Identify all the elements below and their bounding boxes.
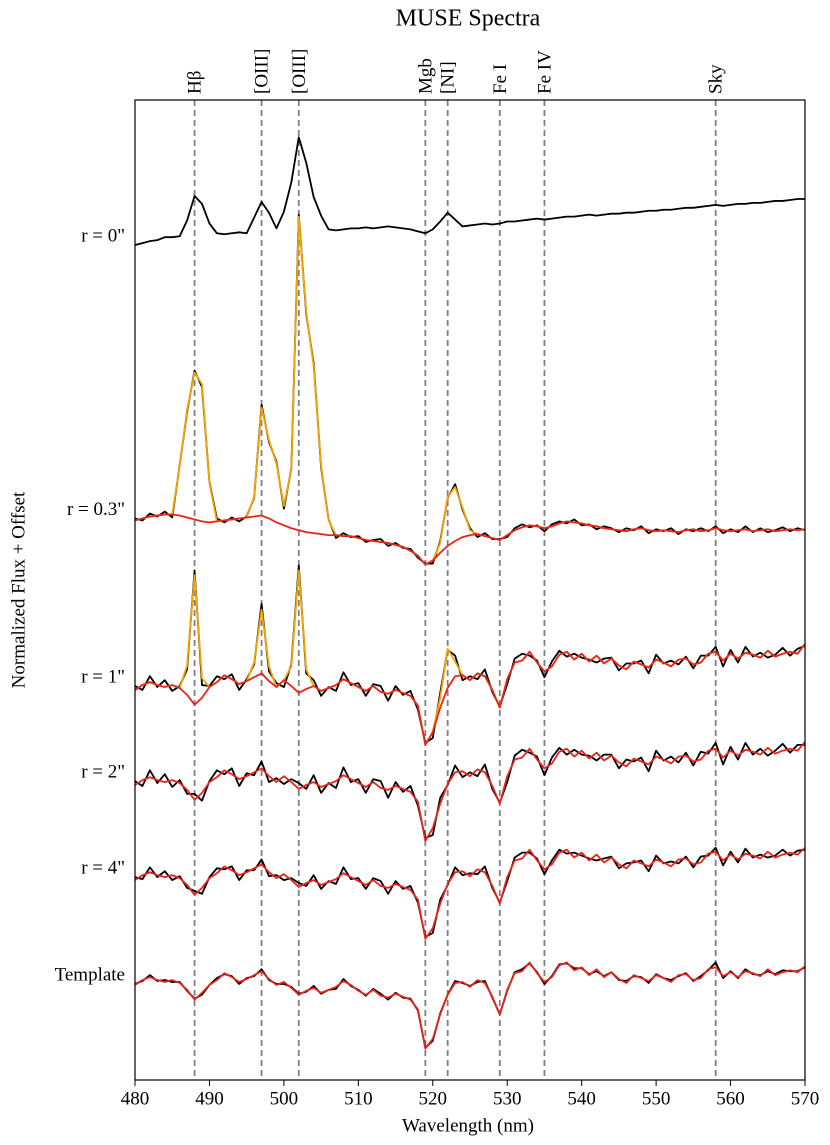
line-marker-label: [OIII]	[252, 49, 273, 94]
spectrum-line	[134, 847, 806, 940]
spectrum-line	[134, 741, 805, 839]
spectrum-line	[134, 564, 806, 744]
spectrum-line	[134, 136, 805, 246]
spectrum-label: r = 0"	[81, 225, 125, 246]
spectrum-label: Template	[55, 964, 125, 985]
spectrum-label: r = 4"	[81, 857, 125, 878]
x-tick-label: 520	[419, 1088, 448, 1109]
x-axis-label: Wavelength (nm)	[402, 1115, 534, 1136]
x-tick-label: 570	[791, 1088, 820, 1109]
x-tick-label: 480	[121, 1088, 150, 1109]
line-marker-label: Mgb	[415, 58, 436, 94]
x-tick-label: 510	[344, 1088, 373, 1109]
line-marker-label: Fe I	[490, 64, 511, 94]
line-marker-label: Hβ	[185, 71, 206, 94]
spectrum-line	[134, 961, 806, 1049]
spectrum-line	[134, 643, 806, 746]
spectrum-line	[134, 741, 806, 842]
spectrum-line	[134, 215, 806, 566]
spectrum-label: r = 2"	[81, 761, 125, 782]
x-tick-label: 530	[493, 1088, 522, 1109]
spectrum-label: r = 0.3"	[67, 499, 125, 520]
line-marker-label: [NI]	[438, 61, 459, 94]
x-tick-label: 500	[270, 1088, 299, 1109]
spectrum-line	[134, 213, 806, 565]
x-tick-label: 550	[642, 1088, 671, 1109]
x-tick-label: 490	[195, 1088, 224, 1109]
line-marker-label: Fe IV	[534, 50, 555, 94]
plot-frame	[134, 99, 806, 1081]
y-axis-label: Normalized Flux + Offset	[8, 491, 29, 688]
spectrum-line	[134, 513, 806, 566]
chart-title: MUSE Spectra	[396, 6, 541, 32]
spectrum-line	[134, 961, 806, 1050]
line-marker-label: [OIII]	[289, 49, 310, 94]
line-marker-label: Sky	[706, 64, 727, 94]
spectrum-label: r = 1"	[81, 666, 125, 687]
x-tick-label: 540	[567, 1088, 596, 1109]
x-tick-label: 560	[716, 1088, 745, 1109]
spectrum-line	[134, 846, 806, 938]
